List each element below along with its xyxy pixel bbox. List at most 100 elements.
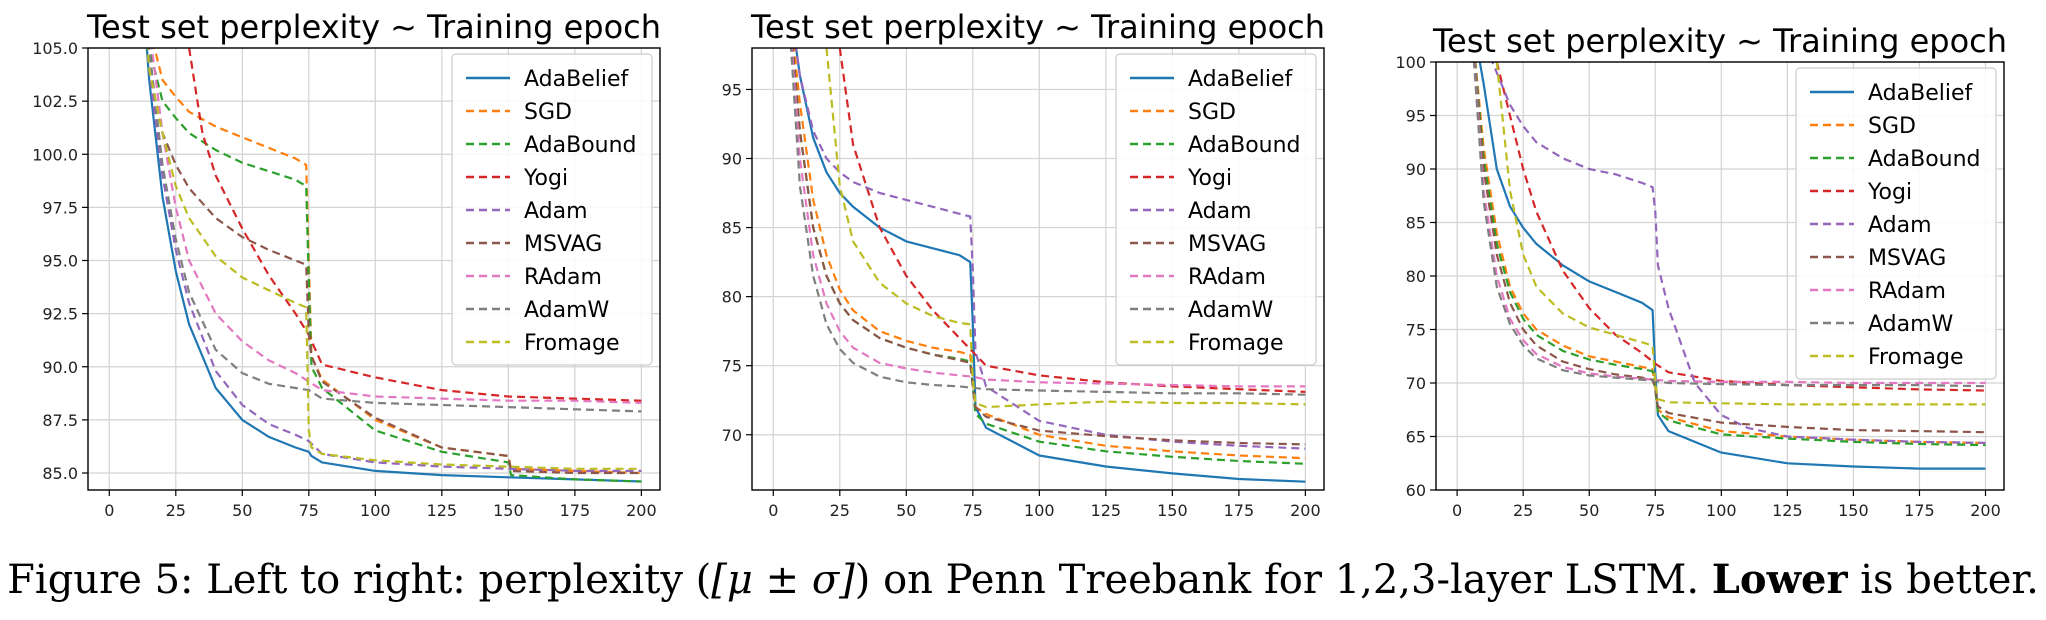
series-line-sgd	[792, 48, 1306, 460]
plot-frame	[87, 47, 661, 491]
x-tick-label: 100	[1706, 501, 1737, 520]
legend-label: RAdam	[1188, 265, 1266, 290]
x-tick-label: 150	[493, 501, 524, 520]
legend-label: MSVAG	[1868, 246, 1946, 271]
y-tick-label: 70	[1406, 374, 1426, 393]
legend-label: RAdam	[1868, 279, 1946, 304]
legend-label: AdaBelief	[1188, 67, 1293, 92]
series-line-adamw	[148, 48, 642, 413]
x-tick-label: 25	[1513, 501, 1533, 520]
legend-label: Adam	[524, 199, 588, 224]
series-line-msvag	[791, 48, 1306, 446]
figure-caption: Figure 5: Left to right: perplexity ([μ …	[0, 548, 2046, 612]
legend-label: SGD	[1868, 114, 1916, 139]
x-tick-label: 75	[963, 501, 983, 520]
chart-title: Test set perplexity ~ Training epoch	[750, 8, 1325, 46]
y-tick-label: 95.0	[42, 252, 78, 271]
x-tick-label: 100	[1024, 501, 1055, 520]
x-tick-label: 100	[360, 501, 391, 520]
legend-label: AdamW	[524, 298, 610, 323]
series-line-adabelief	[794, 48, 1306, 483]
x-tick-label: 50	[1579, 501, 1599, 520]
legend-label: Adam	[1868, 213, 1932, 238]
series-line-fromage	[825, 48, 1306, 409]
x-tick-label: 0	[104, 501, 114, 520]
legend-label: AdaBound	[1868, 147, 1981, 172]
caption-prefix: Figure 5: Left to right: perplexity (	[7, 557, 712, 603]
legend-label: Fromage	[1868, 345, 1964, 370]
caption-middle: ) on Penn Treebank for 1,2,3-layer LSTM.	[854, 557, 1712, 603]
series-group	[1472, 62, 1986, 470]
y-tick-label: 90	[1406, 160, 1426, 179]
series-line-adabound	[148, 48, 642, 483]
series-line-yogi	[838, 48, 1306, 393]
legend-label: AdaBound	[1188, 133, 1301, 158]
legend-label: Fromage	[1188, 331, 1284, 356]
series-line-adam	[146, 48, 642, 472]
legend: AdaBelief SGD AdaBound Yogi Adam MSVAG RAdam Ad…	[1795, 67, 1997, 380]
y-tick-label: 95	[722, 80, 742, 99]
series-group	[789, 48, 1306, 483]
series-line-adabelief	[145, 48, 642, 483]
x-tick-label: 75	[299, 501, 319, 520]
chart-title: Test set perplexity ~ Training epoch	[1432, 22, 2007, 60]
x-tick-label: 175	[560, 501, 591, 520]
caption-suffix: is better.	[1847, 557, 2039, 603]
y-tick-label: 85	[1406, 214, 1426, 233]
series-line-adabelief	[1478, 62, 1986, 470]
x-tick-label: 50	[232, 501, 252, 520]
y-tick-label: 85.0	[42, 464, 78, 483]
y-tick-label: 87.5	[42, 411, 78, 430]
legend-label: AdaBelief	[524, 67, 629, 92]
y-tick-label: 100	[1395, 53, 1426, 72]
legend-label: SGD	[524, 100, 572, 125]
x-tick-label: 25	[166, 501, 186, 520]
legend-label: Yogi	[1187, 166, 1232, 191]
x-tick-label: 200	[1970, 501, 2001, 520]
y-tick-label: 102.5	[32, 92, 78, 111]
y-tick-label: 80	[722, 288, 742, 307]
legend-label: AdamW	[1188, 298, 1274, 323]
x-tick-label: 175	[1224, 501, 1255, 520]
y-tick-label: 80	[1406, 267, 1426, 286]
x-tick-label: 75	[1645, 501, 1665, 520]
legend-label: Yogi	[1867, 180, 1912, 205]
caption-bold: Lower	[1711, 556, 1848, 603]
y-tick-label: 95	[1406, 107, 1426, 126]
series-line-adam	[794, 48, 1306, 450]
x-tick-label: 125	[1772, 501, 1803, 520]
y-tick-label: 75	[1406, 321, 1426, 340]
series-line-adabound	[1473, 62, 1986, 447]
series-line-adamw	[789, 48, 1306, 396]
legend-box	[1115, 53, 1317, 366]
y-tick-label: 105.0	[32, 39, 78, 58]
series-line-msvag	[1473, 62, 1986, 434]
series-line-sgd	[153, 48, 642, 475]
figure: Test set perplexity ~ Training epoch 0 25 5…	[32, 8, 2007, 520]
chart-title: Test set perplexity ~ Training epoch	[86, 8, 661, 46]
legend-label: RAdam	[524, 265, 602, 290]
chart-3-layer-lstm: Test set perplexity ~ Training epoch 0 25 5…	[1395, 22, 2007, 520]
y-tick-label: 75	[722, 357, 742, 376]
x-tick-label: 50	[896, 501, 916, 520]
y-tick-label: 85	[722, 219, 742, 238]
y-tick-label: 70	[722, 426, 742, 445]
legend-label: AdaBelief	[1868, 81, 1973, 106]
y-tick-label: 90.0	[42, 358, 78, 377]
series-line-adam	[1491, 62, 1986, 444]
series-line-adamw	[1472, 62, 1986, 388]
y-tick-label: 60	[1406, 481, 1426, 500]
series-line-radam	[150, 48, 642, 404]
series-group	[145, 48, 642, 483]
legend-label: Yogi	[523, 166, 568, 191]
legend-box	[451, 53, 653, 366]
chart-1-layer-lstm: Test set perplexity ~ Training epoch 0 25 5…	[32, 8, 661, 520]
legend-label: MSVAG	[524, 232, 602, 257]
x-tick-label: 150	[1157, 501, 1188, 520]
y-tick-label: 92.5	[42, 305, 78, 324]
chart-2-layer-lstm: Test set perplexity ~ Training epoch 0 25 5…	[722, 8, 1325, 520]
x-tick-label: 200	[626, 501, 657, 520]
legend-label: SGD	[1188, 100, 1236, 125]
x-tick-label: 0	[768, 501, 778, 520]
plot-frame	[1435, 61, 2005, 491]
